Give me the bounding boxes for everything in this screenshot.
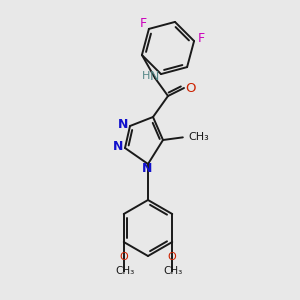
Text: N: N: [113, 140, 123, 154]
Text: N: N: [142, 163, 152, 176]
Text: H: H: [142, 71, 150, 81]
Text: N: N: [118, 118, 128, 131]
Text: O: O: [168, 252, 177, 262]
Text: F: F: [198, 32, 206, 45]
Text: N: N: [149, 70, 159, 83]
Text: O: O: [168, 275, 176, 285]
Text: CH₃: CH₃: [164, 266, 183, 276]
Text: F: F: [140, 17, 147, 30]
Text: CH₃: CH₃: [115, 266, 134, 276]
Text: CH₃: CH₃: [189, 132, 210, 142]
Text: O: O: [186, 82, 196, 94]
Text: O: O: [119, 252, 128, 262]
